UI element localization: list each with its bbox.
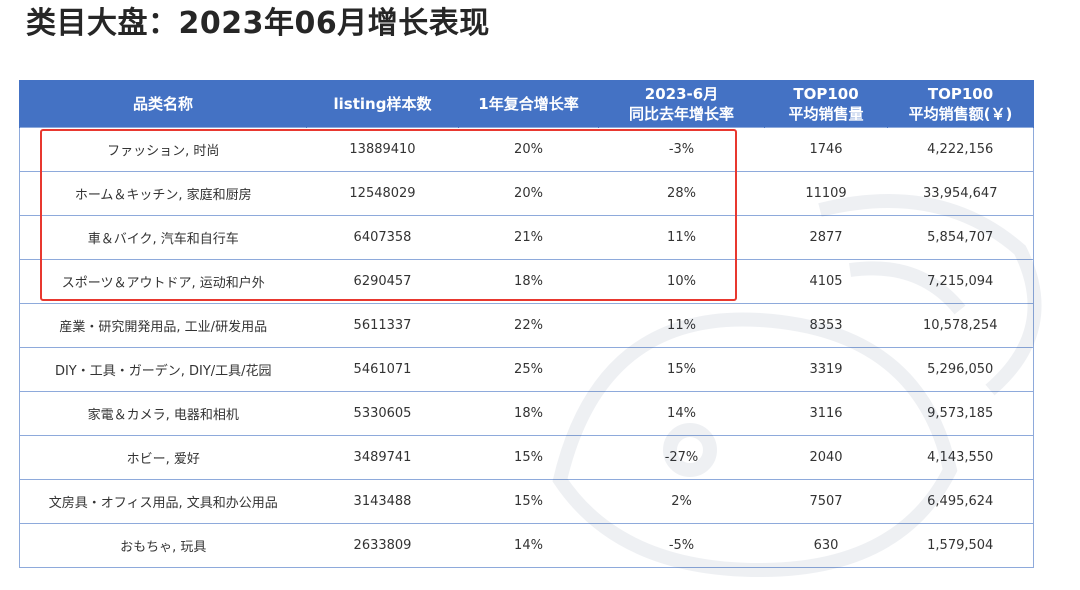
listing-count-cell: 6290457 (306, 259, 459, 304)
table-row: 家電＆カメラ, 电器和相机 5330605 18% 14% 3116 9,573,185 (19, 391, 1034, 436)
category-cell: ホーム＆キッチン, 家庭和厨房 (19, 171, 307, 216)
cagr-cell: 21% (458, 215, 599, 260)
table-header-row: 品类名称 listing样本数 1年复合增长率 2023-6月 同比去年增长率 TOP10… (19, 80, 1034, 128)
category-table: 品类名称 listing样本数 1年复合增长率 2023-6月 同比去年增长率 TOP10… (19, 80, 1034, 568)
page-title: 类目大盘：2023年06月增长表现 (26, 6, 490, 41)
table-body: ファッション, 时尚 13889410 20% -3% 1746 4,222,156 ホーム… (19, 127, 1034, 568)
avg-sales-volume-cell: 11109 (764, 171, 888, 216)
table-row: 産業・研究開発用品, 工业/研发用品 5611337 22% 11% 8353 10,57… (19, 303, 1034, 348)
column-header-line: TOP100 (927, 84, 994, 103)
yoy-growth-cell: 28% (598, 171, 765, 216)
category-cell: 家電＆カメラ, 电器和相机 (19, 391, 307, 436)
yoy-growth-cell: 11% (598, 215, 765, 260)
table-row: ホーム＆キッチン, 家庭和厨房 12548029 20% 28% 11109 33,954… (19, 171, 1034, 216)
avg-sales-amount-cell: 4,143,550 (887, 435, 1034, 480)
column-header-line: 平均销售额(￥) (908, 104, 1013, 123)
column-header: TOP100 平均销售额(￥) (887, 80, 1034, 128)
category-cell: DIY・工具・ガーデン, DIY/工具/花园 (19, 347, 307, 392)
avg-sales-volume-cell: 3319 (764, 347, 888, 392)
column-header-line: listing样本数 (333, 94, 432, 113)
listing-count-cell: 3143488 (306, 479, 459, 524)
avg-sales-volume-cell: 2040 (764, 435, 888, 480)
avg-sales-volume-cell: 7507 (764, 479, 888, 524)
category-cell: スポーツ＆アウトドア, 运动和户外 (19, 259, 307, 304)
yoy-growth-cell: 10% (598, 259, 765, 304)
avg-sales-volume-cell: 2877 (764, 215, 888, 260)
avg-sales-volume-cell: 1746 (764, 127, 888, 172)
column-header: TOP100 平均销售量 (764, 80, 888, 128)
table-row: ファッション, 时尚 13889410 20% -3% 1746 4,222,156 (19, 127, 1034, 172)
yoy-growth-cell: 14% (598, 391, 765, 436)
listing-count-cell: 2633809 (306, 523, 459, 568)
listing-count-cell: 5330605 (306, 391, 459, 436)
table-row: DIY・工具・ガーデン, DIY/工具/花园 5461071 25% 15% 3319 5… (19, 347, 1034, 392)
avg-sales-amount-cell: 9,573,185 (887, 391, 1034, 436)
avg-sales-amount-cell: 5,854,707 (887, 215, 1034, 260)
cagr-cell: 14% (458, 523, 599, 568)
column-header-line: 品类名称 (132, 94, 193, 113)
category-cell: 車＆バイク, 汽车和自行车 (19, 215, 307, 260)
avg-sales-volume-cell: 8353 (764, 303, 888, 348)
column-header-line: TOP100 (793, 84, 859, 103)
avg-sales-amount-cell: 6,495,624 (887, 479, 1034, 524)
category-cell: ホビー, 爱好 (19, 435, 307, 480)
category-cell: おもちゃ, 玩具 (19, 523, 307, 568)
avg-sales-volume-cell: 4105 (764, 259, 888, 304)
column-header-line: 平均销售量 (788, 104, 864, 123)
column-header: listing样本数 (306, 80, 459, 128)
listing-count-cell: 5611337 (306, 303, 459, 348)
avg-sales-amount-cell: 33,954,647 (887, 171, 1034, 216)
yoy-growth-cell: 11% (598, 303, 765, 348)
listing-count-cell: 6407358 (306, 215, 459, 260)
category-cell: 文房具・オフィス用品, 文具和办公用品 (19, 479, 307, 524)
avg-sales-amount-cell: 1,579,504 (887, 523, 1034, 568)
cagr-cell: 15% (458, 435, 599, 480)
avg-sales-amount-cell: 7,215,094 (887, 259, 1034, 304)
column-header: 1年复合增长率 (458, 80, 599, 128)
cagr-cell: 20% (458, 171, 599, 216)
table-row: 車＆バイク, 汽车和自行车 6407358 21% 11% 2877 5,854,707 (19, 215, 1034, 260)
avg-sales-amount-cell: 5,296,050 (887, 347, 1034, 392)
cagr-cell: 18% (458, 259, 599, 304)
yoy-growth-cell: 2% (598, 479, 765, 524)
cagr-cell: 22% (458, 303, 599, 348)
avg-sales-volume-cell: 630 (764, 523, 888, 568)
listing-count-cell: 3489741 (306, 435, 459, 480)
table-row: 文房具・オフィス用品, 文具和办公用品 3143488 15% 2% 7507 6,495… (19, 479, 1034, 524)
cagr-cell: 15% (458, 479, 599, 524)
column-header: 品类名称 (19, 80, 307, 128)
table-header: 品类名称 listing样本数 1年复合增长率 2023-6月 同比去年增长率 TOP10… (19, 80, 1034, 128)
category-cell: ファッション, 时尚 (19, 127, 307, 172)
column-header: 2023-6月 同比去年增长率 (598, 80, 765, 128)
avg-sales-amount-cell: 4,222,156 (887, 127, 1034, 172)
listing-count-cell: 5461071 (306, 347, 459, 392)
category-cell: 産業・研究開発用品, 工业/研发用品 (19, 303, 307, 348)
listing-count-cell: 12548029 (306, 171, 459, 216)
category-table-container: 品类名称 listing样本数 1年复合增长率 2023-6月 同比去年增长率 TOP10… (19, 80, 1034, 568)
column-header-line: 同比去年增长率 (628, 104, 734, 123)
column-header-line: 1年复合增长率 (478, 94, 579, 113)
column-header-line: 2023-6月 (644, 84, 719, 103)
avg-sales-volume-cell: 3116 (764, 391, 888, 436)
yoy-growth-cell: -5% (598, 523, 765, 568)
yoy-growth-cell: -27% (598, 435, 765, 480)
table-row: ホビー, 爱好 3489741 15% -27% 2040 4,143,550 (19, 435, 1034, 480)
table-row: スポーツ＆アウトドア, 运动和户外 6290457 18% 10% 4105 7,215,… (19, 259, 1034, 304)
cagr-cell: 18% (458, 391, 599, 436)
yoy-growth-cell: -3% (598, 127, 765, 172)
cagr-cell: 25% (458, 347, 599, 392)
cagr-cell: 20% (458, 127, 599, 172)
avg-sales-amount-cell: 10,578,254 (887, 303, 1034, 348)
yoy-growth-cell: 15% (598, 347, 765, 392)
listing-count-cell: 13889410 (306, 127, 459, 172)
table-row: おもちゃ, 玩具 2633809 14% -5% 630 1,579,504 (19, 523, 1034, 568)
